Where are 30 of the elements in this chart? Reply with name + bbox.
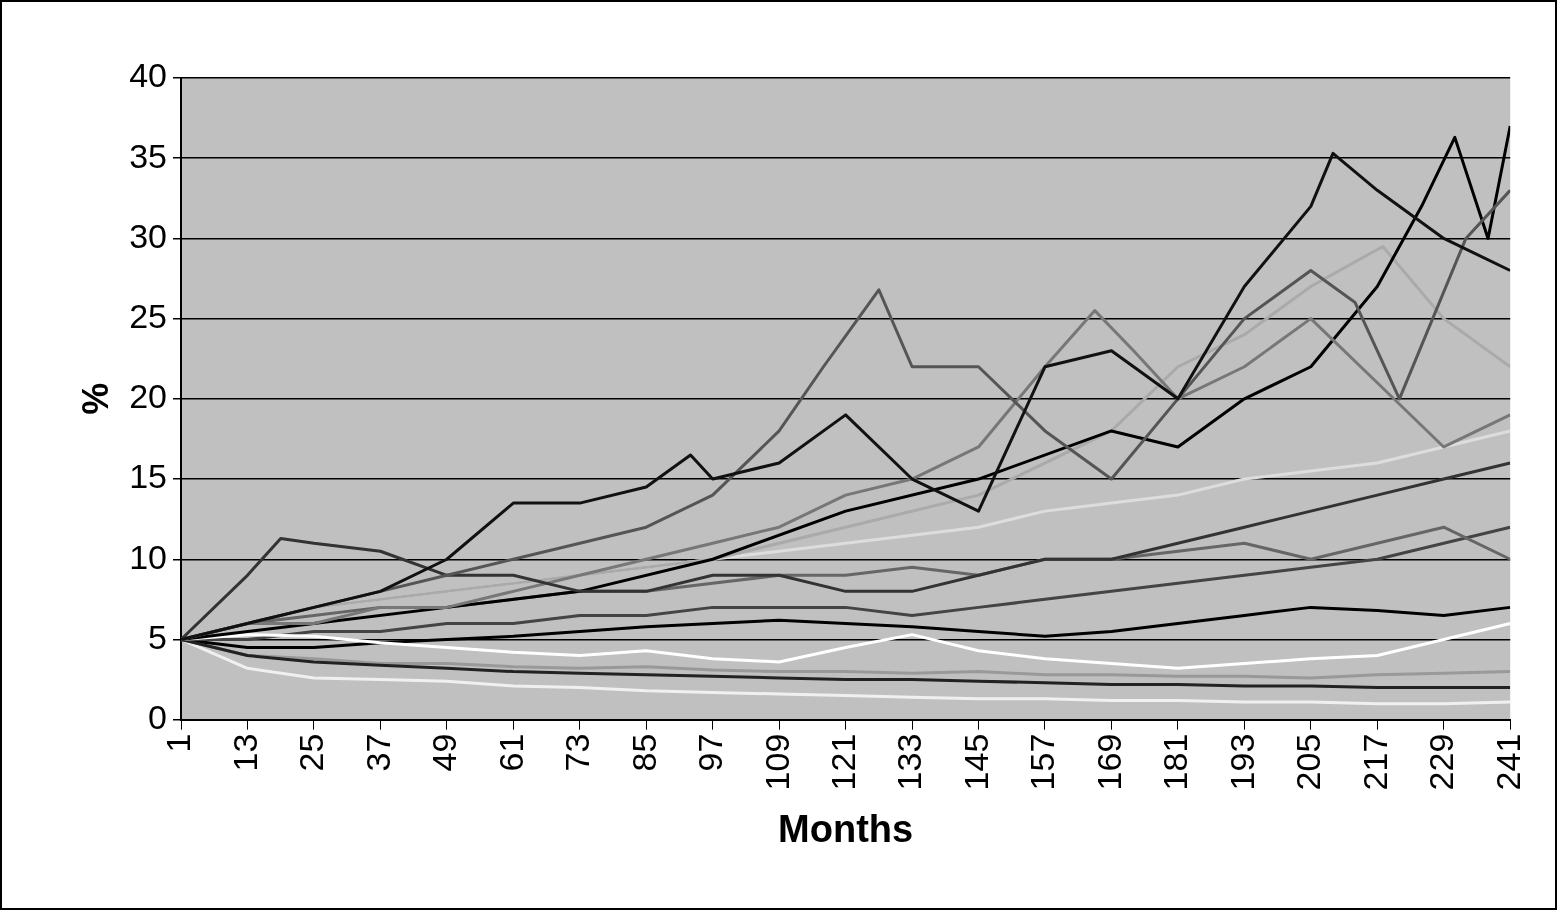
x-tick-label: 193 xyxy=(1222,733,1261,791)
y-axis-title: % xyxy=(74,382,116,415)
x-tick-label: 217 xyxy=(1355,733,1394,791)
x-tick-label: 181 xyxy=(1156,733,1195,791)
y-tick-label: 35 xyxy=(129,136,168,175)
x-tick-label: 13 xyxy=(225,733,264,772)
x-tick-label: 61 xyxy=(491,733,530,772)
x-tick-label: 37 xyxy=(358,733,397,772)
x-tick-label: 109 xyxy=(757,733,796,791)
x-tick-label: 73 xyxy=(558,733,597,772)
x-axis-title: Months xyxy=(778,807,914,850)
x-tick-label: 229 xyxy=(1422,733,1461,791)
x-tick-label: 49 xyxy=(425,733,464,772)
x-tick-label: 241 xyxy=(1488,733,1527,791)
x-tick-label: 169 xyxy=(1089,733,1128,791)
x-tick-label: 25 xyxy=(292,733,331,772)
y-tick-label: 15 xyxy=(129,457,168,496)
x-tick-label: 97 xyxy=(691,733,730,772)
y-tick-label: 30 xyxy=(129,216,168,255)
x-tick-label: 157 xyxy=(1023,733,1062,791)
y-tick-label: 20 xyxy=(129,377,168,416)
x-tick-label: 85 xyxy=(624,733,663,772)
y-tick-label: 10 xyxy=(129,537,168,576)
x-tick-label: 145 xyxy=(956,733,995,791)
y-tick-label: 40 xyxy=(129,56,168,95)
x-tick-label: 121 xyxy=(823,733,862,791)
x-tick-label: 133 xyxy=(890,733,929,791)
x-tick-label: 205 xyxy=(1289,733,1328,791)
y-tick-label: 5 xyxy=(148,617,168,656)
y-tick-label: 25 xyxy=(129,297,168,335)
